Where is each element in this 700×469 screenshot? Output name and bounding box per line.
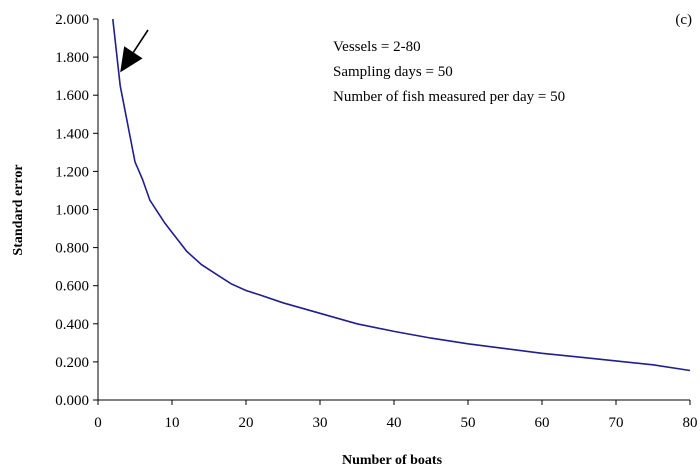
arrow-annotation (120, 29, 149, 73)
x-tick-label: 40 (387, 415, 402, 431)
y-tick-label: 1.200 (55, 164, 89, 180)
panel-label: (c) (675, 12, 692, 28)
y-tick-label: 1.600 (55, 88, 89, 104)
x-axis-ticks: 0 10 20 30 40 50 60 70 80 (94, 400, 698, 431)
y-tick-label: 0.600 (55, 279, 89, 295)
x-tick-label: 70 (609, 415, 624, 431)
x-tick-label: 10 (165, 415, 180, 431)
y-axis-ticks: 0.000 0.200 0.400 0.600 0.800 1.000 1.200 1.400… (55, 12, 98, 409)
annotation-sampling-days: Sampling days = 50 (333, 64, 453, 80)
x-tick-label: 0 (94, 415, 102, 431)
annotation-fish-per-day: Number of fish measured per day = 50 (333, 89, 565, 105)
x-tick-label: 80 (683, 415, 698, 431)
y-tick-label: 2.000 (55, 12, 89, 28)
y-tick-label: 1.000 (55, 203, 89, 219)
y-axis-title: Standard error (11, 164, 26, 255)
annotation-vessels: Vessels = 2-80 (333, 39, 421, 55)
y-tick-label: 1.400 (55, 126, 89, 142)
x-tick-label: 20 (239, 415, 254, 431)
x-tick-label: 50 (461, 415, 476, 431)
y-tick-label: 0.400 (55, 317, 89, 333)
series-line-standard-error (112, 18, 691, 372)
x-tick-label: 60 (535, 415, 550, 431)
arrow-head (120, 46, 143, 73)
y-tick-label: 0.000 (55, 393, 89, 409)
y-tick-label: 0.800 (55, 241, 89, 257)
arrow-shaft (132, 29, 149, 53)
x-axis-title: Number of boats (342, 453, 443, 468)
y-tick-label: 1.800 (55, 50, 89, 66)
y-tick-label: 0.200 (55, 355, 89, 371)
x-tick-label: 30 (313, 415, 328, 431)
